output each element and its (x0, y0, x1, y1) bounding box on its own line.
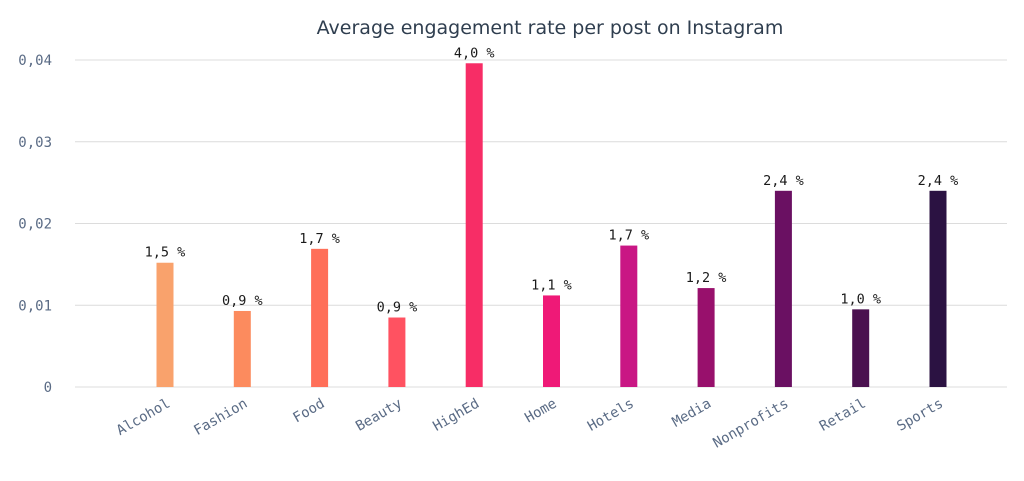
x-axis: Alcohol Fashion Food Beauty HighEd Home Hotels… (114, 396, 946, 452)
bar-sports (929, 190, 947, 387)
x-tick-label: HighEd (430, 396, 482, 435)
y-tick-label: 0 (44, 380, 52, 396)
data-label: 2,4 % (918, 173, 959, 189)
data-label: 1,2 % (686, 270, 727, 286)
gridlines (75, 59, 1007, 388)
x-tick-label: Beauty (353, 396, 405, 435)
x-tick-label: Media (670, 396, 715, 431)
chart-title: Average engagement rate per post on Inst… (316, 17, 784, 39)
data-label: 1,0 % (840, 291, 881, 307)
data-label: 1,7 % (299, 231, 340, 247)
y-tick-label: 0,02 (18, 217, 52, 233)
y-axis: 0 0,01 0,02 0,03 0,04 (18, 53, 52, 396)
data-label: 1,7 % (608, 228, 649, 244)
x-tick-label: Retail (817, 396, 869, 435)
bar-media (697, 288, 715, 387)
data-label: 0,9 % (377, 300, 418, 316)
data-label: 1,5 % (145, 245, 186, 261)
y-tick-label: 0,01 (18, 298, 52, 314)
bar-food (311, 248, 329, 387)
bars (156, 63, 947, 388)
data-label: 2,4 % (763, 173, 804, 189)
bar-highed (465, 63, 483, 388)
data-label: 1,1 % (531, 277, 572, 293)
y-tick-label: 0,04 (18, 53, 52, 69)
bar-beauty (388, 317, 406, 387)
data-labels: 1,5 % 0,9 % 1,7 % 0,9 % 4,0 % 1,1 % 1,7 % 1,2 %… (145, 45, 959, 315)
y-tick-label: 0,03 (18, 135, 52, 151)
bar-alcohol (156, 262, 174, 387)
data-label: 0,9 % (222, 293, 263, 309)
x-tick-label: Alcohol (114, 396, 173, 439)
x-tick-label: Food (290, 396, 327, 427)
bar-hotels (620, 245, 638, 387)
bar-nonprofits (774, 190, 792, 387)
x-tick-label: Hotels (585, 396, 637, 435)
x-tick-label: Sports (894, 396, 946, 435)
bar-home (543, 295, 560, 387)
bar-fashion (233, 310, 251, 387)
data-label: 4,0 % (454, 45, 495, 61)
bar-retail (852, 309, 870, 387)
x-tick-label: Nonprofits (710, 396, 791, 452)
x-tick-label: Fashion (191, 396, 250, 439)
x-tick-label: Home (522, 396, 559, 427)
